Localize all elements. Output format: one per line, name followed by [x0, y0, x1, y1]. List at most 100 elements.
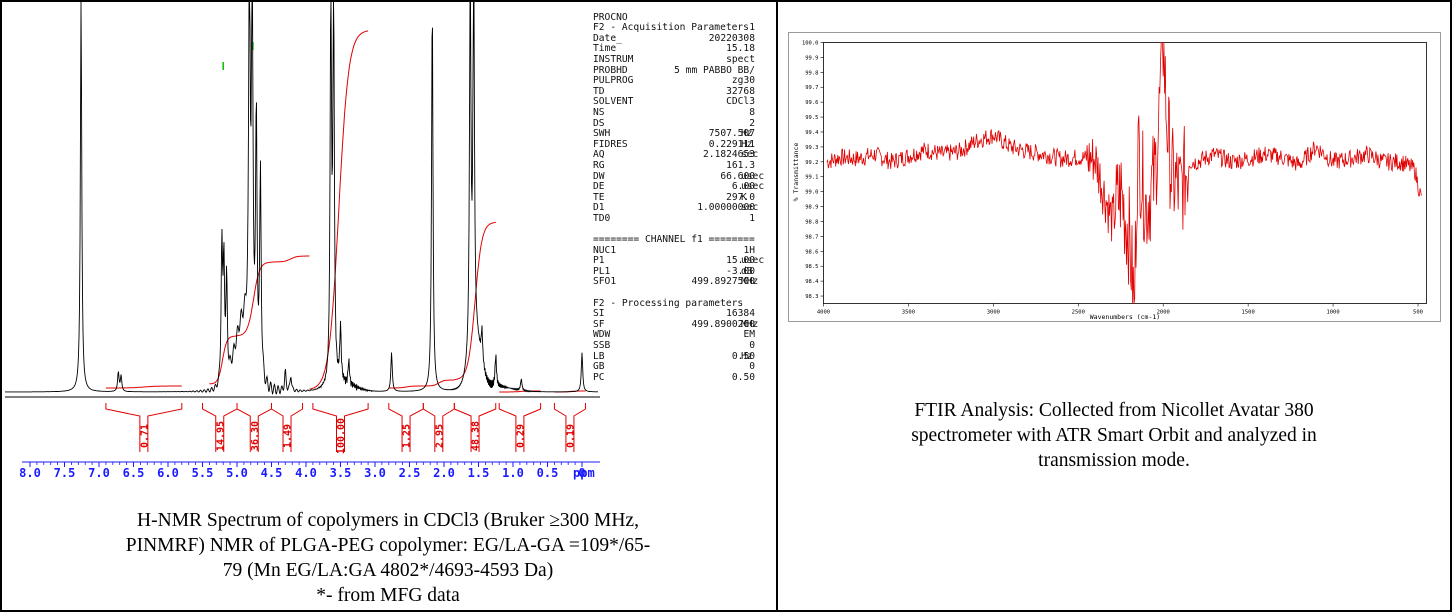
- param-row: D1 1.00000000 sec: [593, 203, 773, 214]
- param-value: 16384: [726, 308, 755, 320]
- param-value: 0: [749, 340, 755, 351]
- param-row: LB 0.50 Hz: [593, 350, 773, 363]
- integral-label: 36.30: [250, 421, 261, 451]
- nmr-tick-label: 3.5: [330, 466, 352, 480]
- param-key: SF: [593, 318, 605, 330]
- param-unit: sec: [741, 149, 759, 161]
- ftir-x-tick-label: 3500: [902, 310, 915, 316]
- nmr-caption: H-NMR Spectrum of copolymers in CDCl3 (B…: [8, 508, 768, 608]
- ftir-y-tick-label: 99.2: [805, 160, 818, 166]
- param-key: PC: [593, 371, 605, 383]
- param-row: NUC1 1H: [593, 244, 773, 257]
- param-row: SFO1 499.8927500 MHz: [593, 277, 773, 288]
- ftir-y-tick-label: 98.7: [805, 234, 818, 240]
- param-key: DS: [593, 117, 605, 129]
- param-key: Date_: [593, 32, 622, 44]
- ftir-y-tick-label: 98.9: [805, 205, 818, 211]
- param-key: WDW: [593, 329, 611, 341]
- param-row: TD 32768: [593, 85, 773, 98]
- param-row: PULPROG zg30: [593, 76, 773, 87]
- param-value: 2.1824653: [703, 149, 755, 161]
- param-value: 297.0: [726, 191, 755, 203]
- ftir-caption-line: transmission mode.: [1038, 450, 1190, 471]
- param-row: Date_ 20220308: [593, 32, 773, 45]
- nmr-integral-curve: [309, 30, 369, 390]
- ftir-y-tick-label: 99.9: [805, 55, 818, 61]
- ftir-y-tick-label: 98.6: [805, 249, 818, 255]
- nmr-tick-label: 7.5: [54, 466, 76, 480]
- integral-label: 2.95: [434, 424, 445, 448]
- param-unit: Hz: [741, 350, 753, 362]
- param-unit: Hz: [741, 128, 753, 140]
- param-value: 1H: [743, 244, 755, 256]
- param-key: DE: [593, 181, 605, 193]
- param-key: PL1: [593, 265, 611, 277]
- ftir-y-tick-label: 100.0: [802, 41, 819, 47]
- param-unit: usec: [741, 255, 765, 267]
- param-key: TD: [593, 85, 605, 97]
- integral-label: 48.38: [471, 421, 482, 451]
- param-value: 1: [749, 212, 755, 224]
- param-value: 1.00000000: [697, 202, 755, 214]
- ftir-y-tick-label: 99.7: [805, 85, 818, 91]
- param-key: TE: [593, 191, 605, 203]
- nmr-tick-label: 5.0: [226, 466, 248, 480]
- param-value: zg30: [731, 75, 755, 87]
- ftir-y-label: % Transmittance: [792, 143, 800, 202]
- param-key: SWH: [593, 128, 611, 140]
- param-value: 7507.507: [708, 128, 755, 140]
- ftir-y-tick-label: 98.8: [805, 219, 818, 225]
- integral-bracket: [498, 403, 542, 452]
- param-key: TD0: [593, 212, 611, 224]
- param-row: P1 15.00 usec: [593, 256, 773, 267]
- param-value: 1: [749, 22, 755, 34]
- nmr-caption-line: *- from MFG data: [316, 585, 460, 606]
- ftir-y-tick-label: 99.0: [805, 190, 818, 196]
- nmr-integral-curve: [105, 385, 182, 389]
- nmr-spectrum-line: [5, 0, 598, 396]
- ftir-y-tick-label: 98.4: [805, 279, 819, 285]
- param-row: TD0 1: [593, 212, 773, 225]
- integral-label: 0.71: [139, 424, 150, 448]
- ftir-y-tick-label: 98.5: [805, 264, 818, 270]
- nmr-caption-line: PINMRF) NMR of PLGA-PEG copolymer: EG/LA…: [125, 535, 651, 556]
- param-value: spect: [726, 53, 755, 65]
- processing-title: F2 - Processing parameters: [593, 297, 744, 309]
- param-value: 0.50: [731, 371, 755, 383]
- ftir-x-ticks: 4000 3500 3000 2500 2000 1500 1000 500: [817, 303, 1423, 316]
- nmr-tick-label: 1.5: [468, 466, 490, 480]
- param-key: NS: [593, 106, 605, 118]
- param-key: P1: [593, 255, 605, 267]
- param-value: EM: [743, 329, 755, 341]
- param-key: GB: [593, 361, 605, 373]
- nmr-integral-curve: [209, 335, 236, 385]
- ftir-chart: 100.0 99.9 99.8 99.7 99.6 99.5 99.4 99.3 99.2 99.…: [788, 32, 1441, 322]
- nmr-parameter-list: PROCNO 1 F2 - Acquisition Parameters Dat…: [593, 2, 773, 383]
- param-row: AQ 2.1824653 sec: [593, 150, 773, 161]
- integral-bracket: [553, 403, 586, 452]
- nmr-x-ticks: 8.0 7.5 7.0 6.5 6.0 5.5 5.0 4.5 4.0 3.5 3.0 2.5 2.0 1…: [19, 462, 586, 480]
- integral-label: 14.95: [215, 421, 226, 451]
- param-key: SOLVENT: [593, 96, 634, 108]
- param-value: 66.600: [720, 170, 755, 182]
- param-key: SSB: [593, 340, 611, 351]
- param-key: AQ: [593, 149, 605, 161]
- ftir-y-tick-label: 99.4: [805, 130, 819, 136]
- param-row: PC 0.50: [593, 371, 773, 384]
- param-value: 20220308: [708, 32, 755, 44]
- param-key: RG: [593, 159, 605, 171]
- nmr-tick-label: 2.0: [433, 466, 455, 480]
- integral-bracket: [271, 403, 304, 452]
- param-unit: dB: [741, 265, 753, 277]
- param-unit: sec: [741, 202, 759, 214]
- nmr-caption-line: 79 (Mn EG/LA:GA 4802*/4693-4593 Da): [222, 560, 554, 581]
- param-row: PL1 -3.00 dB: [593, 265, 773, 278]
- param-row: SWH 7507.507 Hz: [593, 129, 773, 140]
- ftir-series-line: [826, 42, 1422, 304]
- channel-title: ======== CHANNEL f1 ========: [593, 234, 755, 246]
- param-value: 32768: [726, 85, 755, 97]
- nmr-integral-curve: [235, 261, 272, 337]
- param-key: PULPROG: [593, 75, 634, 87]
- ftir-x-tick-label: 2000: [1157, 310, 1170, 316]
- nmr-tick-label: 8.0: [19, 466, 41, 480]
